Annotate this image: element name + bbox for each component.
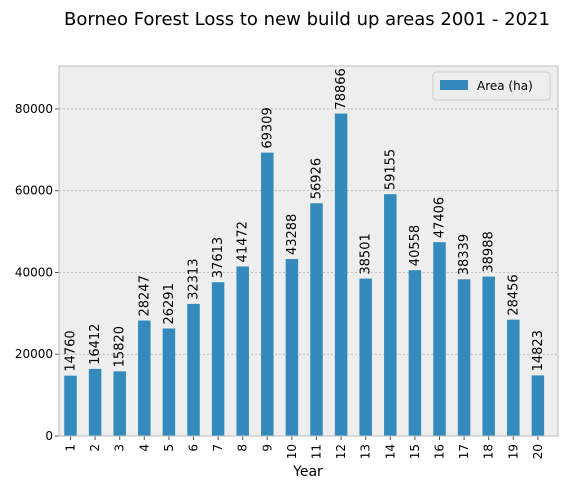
bar-value-label: 40558 [408, 225, 423, 266]
y-tick-label: 0 [45, 429, 53, 443]
bar-value-label: 38501 [359, 233, 374, 274]
bar-value-label: 16412 [88, 324, 103, 365]
bar-value-label: 37613 [211, 237, 226, 278]
gridlines [59, 108, 558, 355]
bar-value-label: 28456 [506, 274, 521, 315]
bar-value-label: 14823 [531, 330, 546, 371]
bar [113, 371, 126, 436]
bar-value-label: 14760 [64, 330, 79, 371]
x-tick-label: 19 [506, 444, 520, 459]
legend-label: Area (ha) [477, 79, 533, 93]
bar [457, 279, 471, 436]
x-tick-label: 3 [113, 444, 127, 452]
bar [359, 278, 372, 436]
bar [310, 203, 323, 436]
bar [236, 266, 249, 436]
y-tick-label: 20000 [15, 347, 53, 361]
bar-value-label: 41472 [236, 221, 251, 262]
x-tick-label: 15 [408, 444, 422, 459]
x-tick-label: 9 [260, 444, 274, 452]
x-tick-label: 7 [211, 444, 225, 452]
legend: Area (ha) [432, 71, 551, 101]
bar [507, 319, 520, 436]
bar-value-label: 47406 [433, 197, 448, 238]
y-tick-label: 60000 [15, 184, 53, 198]
x-tick-label: 8 [236, 444, 250, 452]
x-tick-label: 5 [162, 444, 176, 452]
bar-value-label: 28247 [137, 275, 152, 316]
y-axis: 0 20000 40000 60000 80000 [15, 102, 59, 443]
x-tick-label: 10 [285, 444, 299, 459]
bar [162, 328, 176, 436]
legend-box [432, 71, 551, 101]
bar [482, 276, 495, 436]
bar [138, 320, 151, 436]
x-tick-label: 17 [457, 444, 471, 459]
x-tick-label: 20 [531, 444, 545, 459]
x-tick-label: 2 [88, 444, 102, 452]
bar [384, 194, 397, 436]
x-axis-label: Year [292, 464, 323, 480]
bar-value-label: 26291 [162, 283, 177, 324]
x-tick-label: 12 [334, 444, 348, 459]
y-tick-label: 80000 [15, 102, 53, 116]
x-tick-label: 1 [64, 444, 78, 452]
bar-value-label: 69309 [260, 107, 275, 148]
bar-value-label: 56926 [310, 158, 325, 199]
bar-value-label: 32313 [187, 259, 202, 300]
bar [433, 242, 446, 436]
bar-value-label: 38988 [482, 231, 497, 272]
chart-title: Borneo Forest Loss to new build up areas… [64, 9, 550, 30]
x-tick-label: 6 [187, 444, 201, 452]
bar [88, 368, 102, 436]
bar-value-labels: 14760 16412 15820 28247 26291 32313 37613 41472… [64, 68, 546, 371]
bar [285, 259, 299, 436]
bar [211, 282, 225, 436]
bar [64, 375, 77, 436]
plot-frame [58, 65, 559, 437]
x-tick-label: 13 [359, 444, 373, 459]
bar [187, 303, 200, 436]
bar [261, 152, 274, 436]
y-tick-label: 40000 [15, 265, 53, 279]
x-tick-label: 18 [482, 444, 496, 459]
legend-swatch [440, 80, 468, 90]
bar-value-label: 15820 [113, 326, 128, 367]
x-tick-label: 11 [310, 444, 324, 459]
x-tick-label: 14 [383, 444, 397, 459]
x-tick-label: 4 [137, 444, 151, 452]
x-axis: 1 2 3 4 5 6 7 8 9 10 11 12 13 14 15 16 17 18 19 20 [64, 436, 545, 459]
x-tick-label: 16 [433, 444, 447, 459]
bars [64, 113, 545, 436]
bar-value-label: 59155 [383, 149, 398, 190]
bar [334, 113, 348, 436]
bar [408, 270, 422, 436]
bar [531, 375, 545, 436]
bar-value-label: 43288 [285, 214, 300, 255]
bar-value-label: 78866 [334, 68, 349, 109]
bar-value-label: 38339 [457, 234, 472, 275]
